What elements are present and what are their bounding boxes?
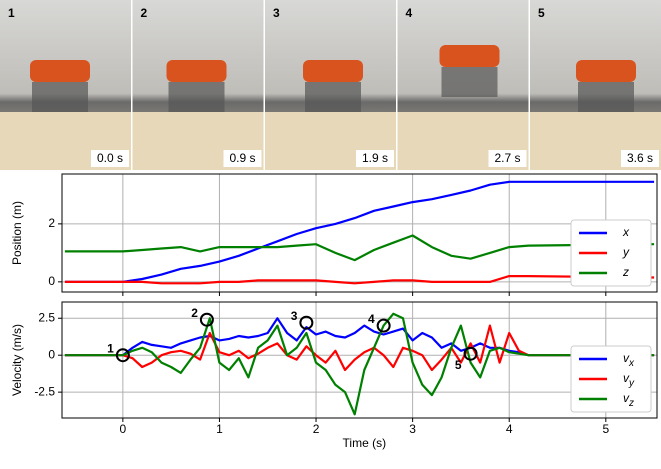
event-label: 1 xyxy=(107,341,114,355)
y-tick-label: 2 xyxy=(48,216,55,230)
plot-frame xyxy=(61,173,658,293)
robot-legs xyxy=(441,67,498,97)
event-label: 4 xyxy=(368,312,375,326)
time-box xyxy=(223,150,262,167)
x-tick-label: 2 xyxy=(313,422,320,436)
photo-label: 5 xyxy=(538,6,545,20)
x-tick-label: 1 xyxy=(216,422,223,436)
legend-subscript: z xyxy=(628,398,634,409)
event-marker xyxy=(376,318,391,333)
data-line xyxy=(64,275,655,285)
time-box xyxy=(356,150,394,167)
photo-label: 3 xyxy=(273,6,280,20)
time-box xyxy=(91,150,129,167)
legend-name: v xyxy=(623,371,630,385)
legend-label: vz xyxy=(623,391,634,408)
event-marker xyxy=(199,312,214,327)
robot-legs xyxy=(32,82,88,112)
robot-body xyxy=(303,60,363,82)
data-line xyxy=(64,234,655,262)
legend-name: x xyxy=(622,225,630,239)
photo-time: 2.7 s xyxy=(494,151,520,165)
y-axis-label: Velocity (m/s) xyxy=(10,324,24,396)
plot-frame xyxy=(61,301,658,419)
robot-body xyxy=(439,45,500,67)
time-box xyxy=(621,150,659,167)
y-tick-label: 0 xyxy=(48,347,55,361)
y-axis-label: Position (m) xyxy=(10,201,24,265)
robot-body xyxy=(576,60,636,82)
photo-time: 0.9 s xyxy=(229,151,255,165)
event-label: 3 xyxy=(291,309,298,323)
event-marker xyxy=(299,315,314,330)
legend-box xyxy=(570,219,652,287)
legend-label: x xyxy=(622,225,630,239)
photo-panel: 1 0.0 s xyxy=(0,0,131,170)
legend-name: v xyxy=(623,351,630,365)
x-tick-label: 0 xyxy=(120,422,127,436)
y-tick-label: 2.5 xyxy=(38,310,55,324)
legend-subscript: y xyxy=(628,378,635,389)
event-label: 2 xyxy=(191,306,198,320)
y-tick-label: 0 xyxy=(48,274,55,288)
photo-panel: 5 3.6 s xyxy=(530,0,661,170)
legend-label: vx xyxy=(623,351,635,368)
legend-box xyxy=(570,345,652,413)
event-marker xyxy=(115,348,130,363)
legend-label: z xyxy=(622,265,629,279)
photo-label: 2 xyxy=(141,6,148,20)
y-tick-label: -2.5 xyxy=(34,384,55,398)
photo-panel: 3 1.9 s xyxy=(265,0,396,170)
photo-label: 1 xyxy=(8,6,15,20)
data-line xyxy=(64,180,655,283)
legend-subscript: x xyxy=(628,358,635,369)
event-label: 5 xyxy=(455,358,462,372)
data-line xyxy=(64,312,655,416)
event-marker xyxy=(463,346,478,361)
data-line xyxy=(64,324,655,372)
x-tick-label: 3 xyxy=(409,422,416,436)
photo-panel: 4 2.7 s xyxy=(397,0,529,170)
photo-time: 3.6 s xyxy=(627,151,653,165)
time-box xyxy=(488,150,527,167)
photo-time: 0.0 s xyxy=(97,151,123,165)
legend-name: v xyxy=(623,391,630,405)
x-tick-label: 4 xyxy=(506,422,513,436)
photo-time: 1.9 s xyxy=(362,151,388,165)
x-tick-label: 5 xyxy=(602,422,609,436)
robot-body xyxy=(30,60,90,82)
robot-legs xyxy=(305,82,361,112)
legend-label: y xyxy=(622,245,630,259)
robot-legs xyxy=(578,82,634,112)
legend-name: y xyxy=(622,245,630,259)
robot-legs xyxy=(168,82,225,112)
photo-panel: 2 0.9 s xyxy=(132,0,264,170)
legend-name: z xyxy=(622,265,629,279)
legend-label: vy xyxy=(623,371,635,388)
photo-label: 4 xyxy=(406,6,413,20)
x-axis-label: Time (s) xyxy=(343,436,387,450)
robot-body xyxy=(166,60,227,82)
data-line xyxy=(64,317,655,357)
